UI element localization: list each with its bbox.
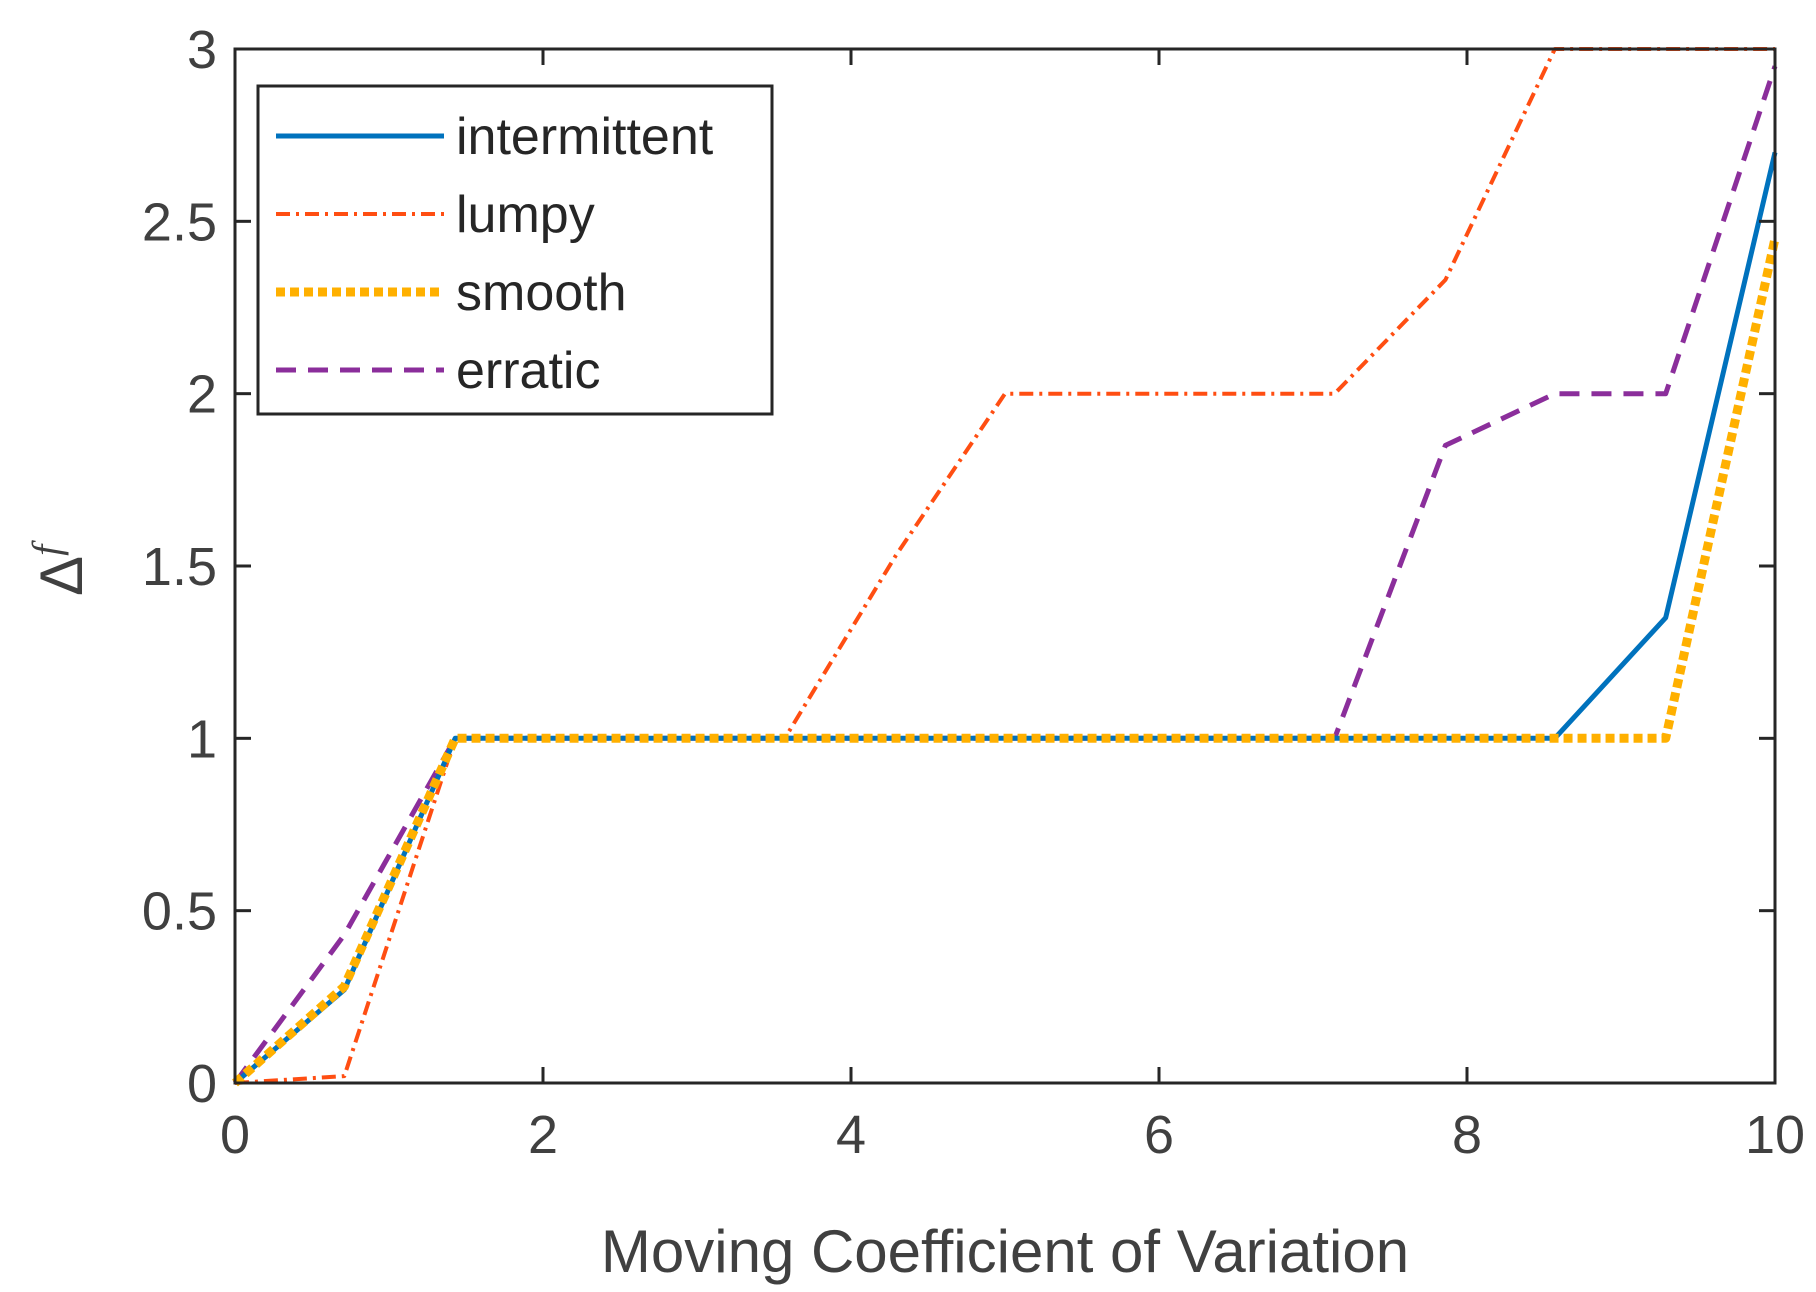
series-line-smooth [232, 237, 1780, 1087]
x-tick-label: 8 [1452, 1105, 1482, 1165]
y-tick-label: 2 [187, 365, 217, 425]
x-tick-label: 6 [1144, 1105, 1174, 1165]
x-tick-label: 0 [220, 1105, 250, 1165]
legend-label-smooth: smooth [456, 264, 627, 322]
legend-label-lumpy: lumpy [456, 186, 595, 244]
x-axis-label: Moving Coefficient of Variation [601, 1218, 1409, 1285]
series-line-erratic [232, 65, 1778, 1085]
y-tick-label: 1 [187, 709, 217, 769]
y-tick-label: 0.5 [142, 882, 217, 942]
legend-box [256, 84, 774, 416]
y-tick-label: 3 [187, 20, 217, 80]
y-axis-label-text: Δf [24, 540, 95, 596]
x-tick-label: 10 [1745, 1105, 1805, 1165]
x-tick-label: 4 [836, 1105, 866, 1165]
x-tick-label: 2 [528, 1105, 558, 1165]
y-axis-label-subscript: f [24, 540, 69, 556]
legend-label-erratic: erratic [456, 342, 600, 400]
y-axis-label: Δf [24, 540, 95, 596]
y-tick-label: 0 [187, 1054, 217, 1114]
legend: intermittent lumpy smooth erratic [256, 84, 774, 416]
legend-label-intermittent: intermittent [456, 108, 714, 166]
y-axis-label-main: Δ [28, 556, 95, 596]
y-tick-label: 2.5 [142, 192, 217, 252]
axis-ticks: 0 2 4 6 8 10 0 0.5 1 1.5 2 2.5 3 [142, 20, 1805, 1165]
y-tick-label: 1.5 [142, 537, 217, 597]
series-lines [232, 47, 1780, 1087]
